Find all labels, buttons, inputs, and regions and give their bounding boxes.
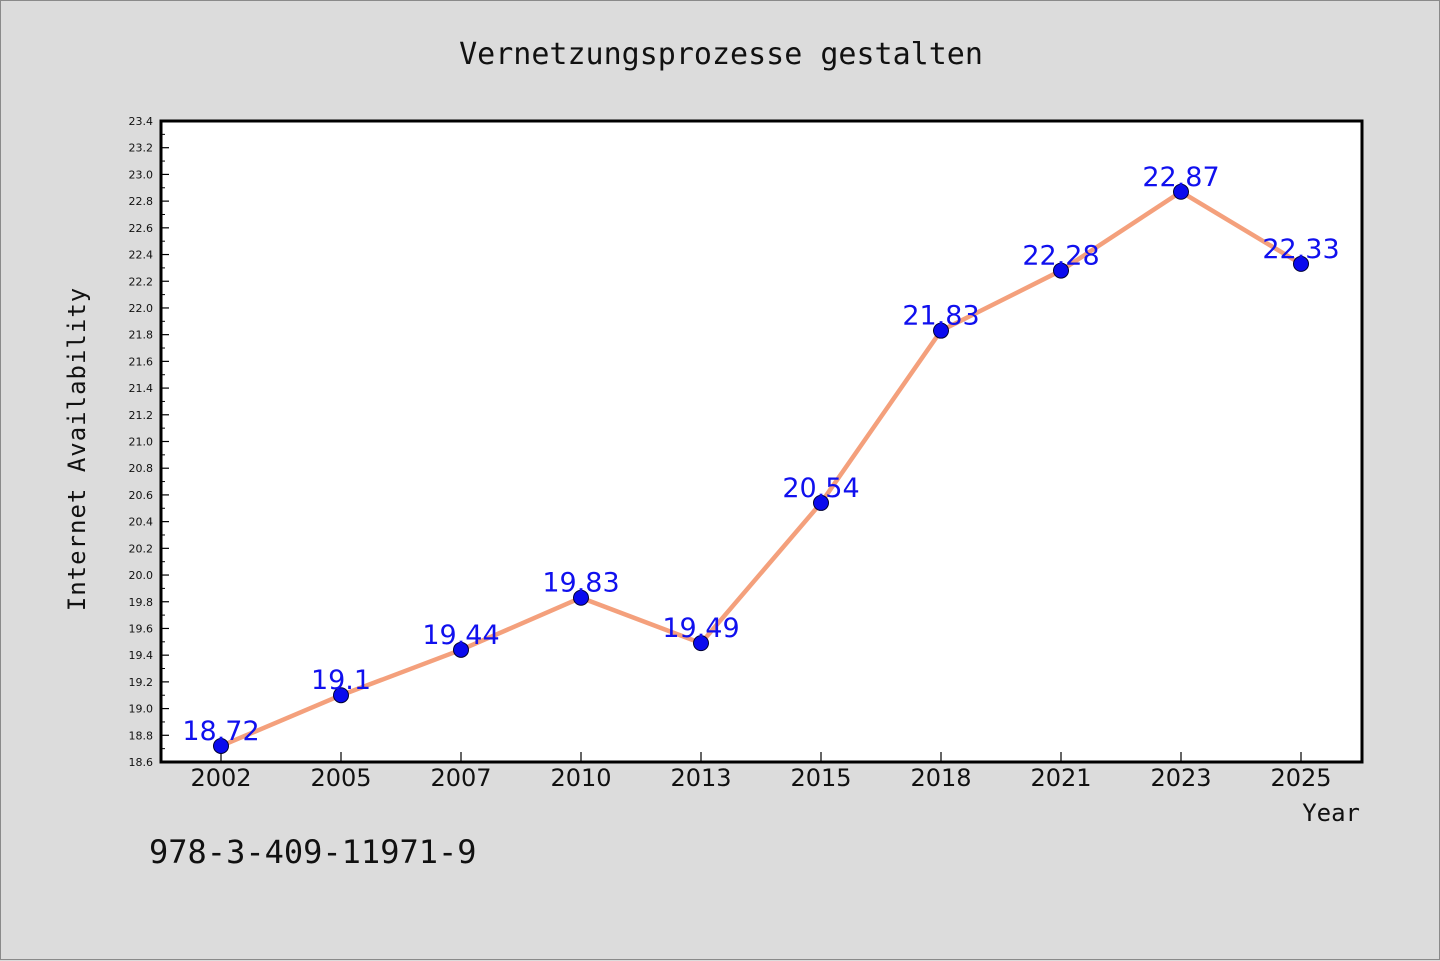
data-label: 22.28 [1022,241,1099,272]
plot-area [159,119,1364,764]
x-tick-label: 2018 [910,764,971,792]
x-tick-label: 2013 [670,764,731,792]
data-point [1293,255,1309,272]
y-tick-label: 23.2 [129,142,154,155]
data-label: 22.33 [1262,234,1339,265]
data-label: 19.1 [311,665,371,696]
data-label: 22.87 [1142,162,1219,193]
data-point [693,635,709,652]
x-axis-label: Year [1302,799,1360,827]
x-tick-label: 2005 [310,764,371,792]
y-tick-label: 21.8 [129,329,154,342]
y-axis-ticks: 18.6 18.8 19.0 19.2 19.4 19.6 19.8 20.0 20.2 20.4… [129,115,169,769]
x-tick-label: 2015 [790,764,851,792]
isbn-number: 978-3-409-11971-9 [149,833,477,871]
data-label: 18.72 [182,716,259,747]
data-labels: 18.72 19.1 19.44 19.83 19.49 20.54 21.83 22.28 2… [182,162,1339,747]
x-tick-label: 2002 [190,764,251,792]
y-tick-label: 22.2 [129,275,154,288]
x-tick-label: 2021 [1030,764,1091,792]
y-tick-label: 20.8 [129,462,154,475]
data-point [333,687,349,704]
y-tick-label: 20.2 [129,542,154,555]
x-tick-label: 2025 [1270,764,1331,792]
chart-title: Vernetzungsprozesse gestalten [459,37,983,72]
x-axis-ticks: 2002 2005 2007 2010 2013 2015 2018 2021 2023 2025 [190,752,1332,792]
y-tick-label: 20.4 [129,516,154,529]
data-point [213,737,229,754]
y-tick-label: 19.6 [129,622,154,635]
x-tick-label: 2010 [550,764,611,792]
y-tick-label: 21.4 [129,382,154,395]
y-tick-label: 23.0 [129,168,154,181]
x-tick-label: 2023 [1150,764,1211,792]
data-label: 19.83 [542,568,619,599]
data-point [813,494,829,511]
y-axis-label: Internet Availability [63,287,91,611]
y-tick-label: 22.4 [129,249,154,262]
y-tick-label: 19.8 [129,596,154,609]
data-point [453,641,469,658]
y-tick-label: 22.0 [129,302,154,315]
y-tick-label: 22.8 [129,195,154,208]
y-tick-label: 19.0 [129,703,154,716]
y-tick-label: 21.6 [129,355,154,368]
y-tick-label: 21.2 [129,409,154,422]
data-point [1053,262,1069,279]
data-markers [213,183,1309,754]
data-label: 21.83 [902,301,979,332]
y-tick-label: 18.8 [129,729,154,742]
y-tick-label: 22.6 [129,222,154,235]
data-point [933,322,949,339]
y-tick-label: 19.2 [129,676,154,689]
y-tick-label: 20.6 [129,489,154,502]
y-tick-label: 19.4 [129,649,154,662]
series-line-group [218,189,1304,749]
data-label: 19.44 [422,620,499,651]
y-tick-label: 21.0 [129,436,154,449]
y-tick-label: 23.4 [129,115,154,128]
y-tick-label: 20.0 [129,569,154,582]
data-point [1173,183,1189,200]
series-line [218,189,1304,749]
y-tick-label: 18.6 [129,756,154,769]
data-label: 19.49 [662,613,739,644]
data-point [573,589,589,606]
x-tick-label: 2007 [430,764,491,792]
data-label: 20.54 [782,473,859,504]
